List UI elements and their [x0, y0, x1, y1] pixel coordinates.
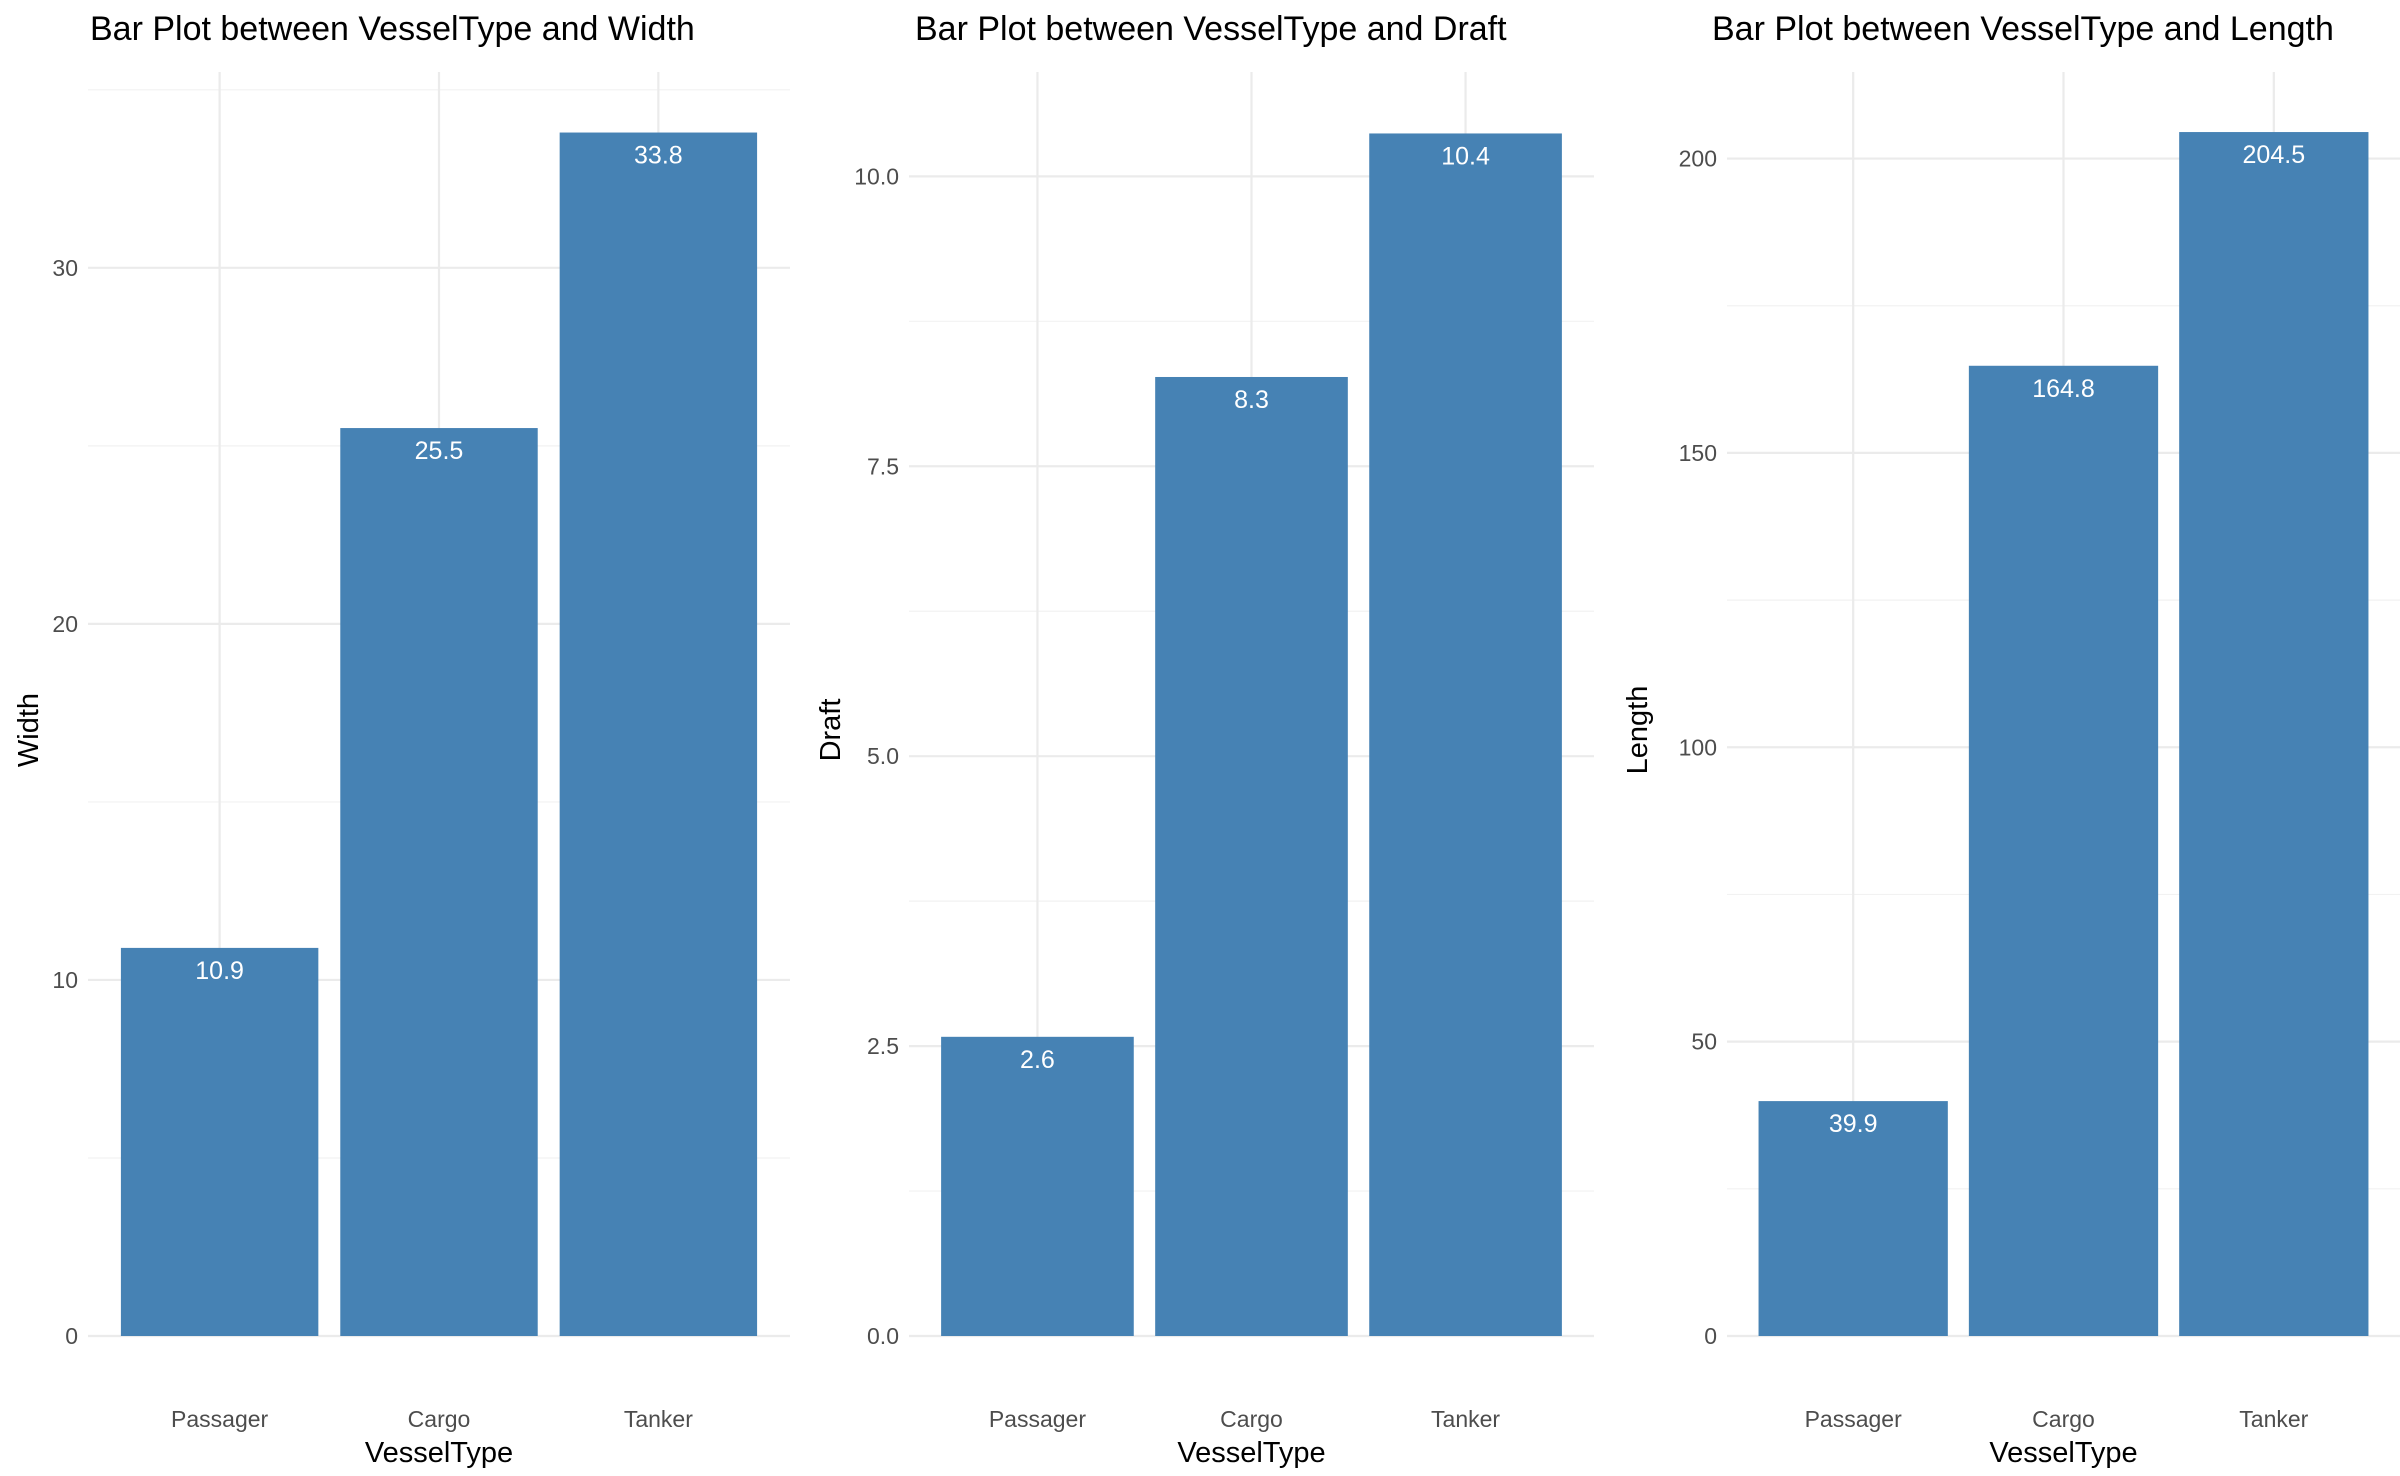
chart-title: Bar Plot between VesselType and Draft	[915, 10, 1507, 48]
x-axis-label: VesselType	[1177, 1437, 1325, 1469]
bar-value-label: 204.5	[2243, 141, 2306, 169]
y-axis-label: Width	[13, 693, 45, 767]
chart-panel-1: 0 10 20 30 10.9 25.5 33.8 Passager Cargo Tanker Ba…	[13, 10, 790, 1469]
x-axis-label: VesselType	[1989, 1437, 2137, 1469]
bar-value-label: 2.6	[1020, 1046, 1055, 1074]
y-tick-label: 200	[1679, 146, 1717, 172]
bar-cargo	[1155, 376, 1348, 1336]
x-tick-label: Passager	[989, 1406, 1087, 1432]
bar-value-label: 25.5	[415, 437, 464, 465]
y-axis-label: Length	[1622, 686, 1654, 775]
x-tick-label: Cargo	[2032, 1406, 2095, 1432]
bar-tanker	[1369, 133, 1562, 1336]
y-tick-label: 2.5	[867, 1033, 899, 1059]
y-tick-label: 50	[1691, 1029, 1717, 1055]
x-tick-label: Tanker	[624, 1406, 693, 1432]
bar-value-label: 10.9	[195, 957, 244, 985]
x-tick-label: Cargo	[408, 1406, 471, 1432]
bar-value-label: 164.8	[2032, 375, 2095, 403]
chart-title: Bar Plot between VesselType and Width	[90, 10, 695, 48]
y-tick-label: 20	[52, 611, 78, 637]
chart-title: Bar Plot between VesselType and Length	[1712, 10, 2334, 48]
y-tick-label: 5.0	[867, 743, 899, 769]
x-axis-label: VesselType	[365, 1437, 513, 1469]
x-tick-label: Tanker	[1431, 1406, 1500, 1432]
x-tick-label: Cargo	[1220, 1406, 1283, 1432]
y-tick-label: 0	[65, 1323, 78, 1349]
y-tick-label: 0	[1704, 1323, 1717, 1349]
chart-panel-2: 0.0 2.5 5.0 7.5 10.0 2.6 8.3 10.4 Passager Cargo T…	[815, 10, 1594, 1469]
bar-value-label: 10.4	[1441, 142, 1490, 170]
x-tick-label: Passager	[1805, 1406, 1903, 1432]
y-tick-label: 100	[1679, 734, 1717, 760]
bar-passager	[1758, 1101, 1948, 1336]
y-tick-label: 150	[1679, 440, 1717, 466]
bar-cargo	[340, 428, 538, 1336]
bar-value-label: 33.8	[634, 142, 683, 170]
y-tick-label: 0.0	[867, 1323, 899, 1349]
bar-tanker	[2179, 132, 2369, 1337]
x-tick-label: Passager	[171, 1406, 269, 1432]
bar-cargo	[1968, 365, 2159, 1336]
y-tick-label: 10.0	[854, 163, 899, 189]
y-axis-label: Draft	[815, 699, 847, 762]
bar-value-label: 8.3	[1234, 386, 1269, 414]
bar-passager	[941, 1036, 1134, 1336]
bar-tanker	[559, 132, 758, 1337]
bar-passager	[120, 947, 319, 1336]
y-tick-label: 10	[52, 967, 78, 993]
y-tick-label: 30	[52, 255, 78, 281]
x-tick-label: Tanker	[2239, 1406, 2308, 1432]
chart-panel-3: 0 50 100 150 200 39.9 164.8 204.5 Passager Cargo T…	[1622, 10, 2400, 1469]
y-tick-label: 7.5	[867, 453, 899, 479]
bar-value-label: 39.9	[1829, 1110, 1878, 1138]
